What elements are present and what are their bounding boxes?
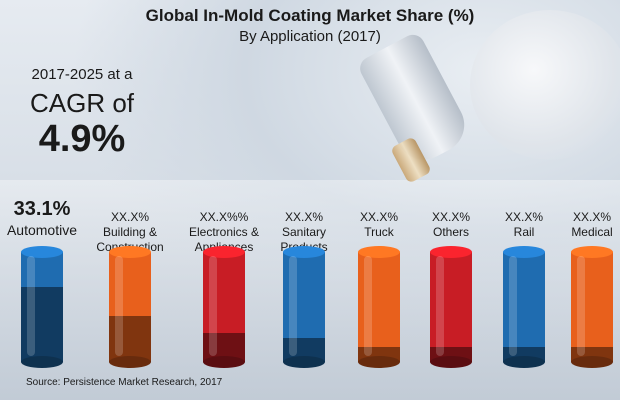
bar-highlight [115,256,123,356]
bar-highlight [436,256,444,356]
bar-base [283,356,325,368]
bar-value-label: 33.1% [13,198,71,220]
bar [203,246,245,368]
bar-cap [571,246,613,258]
bar-cap [21,246,63,258]
bar-base [203,356,245,368]
bar-upper [571,252,613,347]
bar-highlight [289,256,297,356]
bar-lower [109,316,151,362]
cagr-value: 4.9% [38,118,126,160]
bar-category-label: Others [432,225,469,239]
bar [358,246,400,368]
bar-upper [430,252,472,347]
bar [571,246,613,368]
bar [21,246,63,368]
bar-base [571,356,613,368]
bar-highlight [509,256,517,356]
bar-highlight [27,256,35,356]
bar-highlight [209,256,217,356]
bar-base [358,356,400,368]
bar-value-label: XX.X%% [199,210,249,224]
bar-cap [109,246,151,258]
bar-highlight [364,256,372,356]
bar-base [21,356,63,368]
bar-upper [503,252,545,347]
bar-category-label: Automotive [6,222,78,238]
bar-base [503,356,545,368]
bar [430,246,472,368]
chart-subtitle: By Application (2017) [239,28,381,45]
bar-upper [109,252,151,316]
bar-base [430,356,472,368]
bar-upper [203,252,245,333]
bar-value-label: XX.X% [572,210,611,224]
bar-base [109,356,151,368]
bar-value-label: XX.X% [431,210,470,224]
bar-value-label: XX.X% [284,210,323,224]
bar-cap [503,246,545,258]
bar-upper [283,252,325,338]
bar-highlight [577,256,585,356]
bar-cap [283,246,325,258]
cagr-period: 2017-2025 at a [31,66,133,83]
bar-value-label: XX.X% [359,210,398,224]
bar-upper [358,252,400,347]
bar-lower [21,287,63,362]
bar-cap [430,246,472,258]
bar-category-label: Rail [513,225,535,239]
bar-category-label: Truck [364,225,394,239]
bar [109,246,151,368]
bar [283,246,325,368]
cagr-label: CAGR of [29,88,135,118]
bar [503,246,545,368]
bar-cap [203,246,245,258]
bar-value-label: XX.X% [504,210,543,224]
chart-title: Global In-Mold Coating Market Share (%) [145,6,475,25]
bar-value-label: XX.X% [110,210,149,224]
gloved-hand-photo [470,10,620,160]
bar-cap [358,246,400,258]
source-note: Source: Persistence Market Research, 201… [26,377,223,388]
bar-category-label: Medical [571,225,613,239]
